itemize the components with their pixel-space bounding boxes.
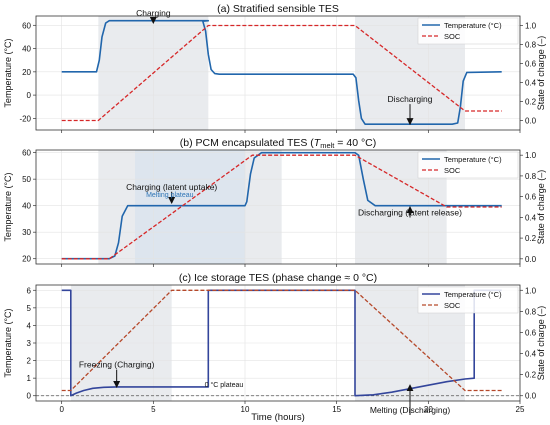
panel-c-ytick-label: 2 [27, 357, 32, 366]
panel-c-y2tick-label: 0.2 [525, 371, 537, 380]
panel-a-annotation-label: Charging [136, 8, 171, 18]
panel-a-y2tick-label: 0.0 [525, 117, 537, 126]
panel-c-series-temperature [61, 289, 502, 397]
panel-c-y2tick-label: 0.0 [525, 392, 537, 401]
panel-c-title: (c) Ice storage TES (phase change ≈ 0 °C… [179, 272, 377, 284]
panel-b-title-head: (b) PCM encapsulated TES ( [180, 137, 315, 149]
panel-b-ylabel: Temperature (°C) [3, 172, 13, 241]
panel-c-y2tick-label: 0.4 [525, 350, 537, 359]
panel-c-ytick-label: 6 [27, 286, 32, 295]
panel-b-ylabel2: State of charge (–) [536, 170, 546, 245]
panel-a-y2tick-label: 1.0 [525, 22, 537, 31]
panel-b-y2tick-label: 1.0 [525, 151, 537, 160]
panel-c-annotation-label: Freezing (Charging) [79, 360, 155, 370]
panel-b-annotation-label: Discharging (latent release) [358, 208, 462, 218]
panel-c-legend: Temperature (°C) SOC [417, 286, 519, 314]
panel-b-ytick-label: 20 [22, 255, 31, 264]
panel-b-legend: Temperature (°C) SOC [417, 151, 519, 179]
panel-b-y2tick-label: 0.0 [525, 255, 537, 264]
panel-a-ytick-label: 0 [27, 91, 32, 100]
panel-c-series-soc [61, 289, 502, 392]
panel-a-legend-soc: SOC [444, 32, 461, 41]
panel-c-xtick-label: 20 [424, 405, 433, 414]
panel-b-title-tail: = 40 °C) [334, 137, 376, 149]
panel-c-frame [35, 284, 521, 402]
panel-c-ylabel2: State of charge (–) [536, 306, 546, 381]
panel-b-title-var: T [314, 137, 322, 149]
panel-a-legend-box [417, 17, 519, 45]
panel-c-ytick-label: 0 [27, 392, 32, 401]
panel-b-series-temperature [61, 151, 502, 260]
panel-b-title: (b) PCM encapsulated TES (Tmelt = 40 °C) [180, 137, 376, 150]
panel-c-xtick-label: 10 [241, 405, 250, 414]
panel-c-plateau-label: 0 °C plateau [205, 381, 244, 389]
panel-b-title-sub: melt [320, 141, 335, 150]
panel-b-y2tick-label: 0.8 [525, 172, 537, 181]
panel-a-legend: Temperature (°C) SOC [417, 17, 519, 45]
panel-b-annotation-label: Charging (latent uptake) [126, 182, 217, 192]
panel-c-xtick-label: 25 [516, 405, 525, 414]
panel-b-ytick-label: 60 [22, 149, 31, 158]
panel-c-ytick-label: 5 [27, 304, 32, 313]
panel-a-ylabel: Temperature (°C) [3, 38, 13, 107]
panel-b-ytick-label: 30 [22, 228, 31, 237]
panel-a-ytick-label: -20 [19, 114, 31, 123]
panel-a-legend-temperature: Temperature (°C) [444, 21, 502, 30]
panel-c-y2tick-label: 0.6 [525, 328, 537, 337]
panel-c-xtick-label: 0 [59, 405, 64, 414]
panel-b-legend-soc: SOC [444, 166, 461, 175]
panel-a-y2tick-label: 0.4 [525, 79, 537, 88]
panel-b-ytick-label: 40 [22, 202, 31, 211]
panel-c-ytick-label: 3 [27, 339, 32, 348]
panel-c-legend-temperature: Temperature (°C) [444, 290, 502, 299]
panel-c-xtick-label: 15 [332, 405, 341, 414]
panel-a-title: (a) Stratified sensible TES [217, 3, 339, 15]
panel-c-y2tick-label: 0.8 [525, 307, 537, 316]
panel-b-series-soc [61, 154, 502, 260]
panel-b-ytick-label: 50 [22, 175, 31, 184]
panel-b-melting-region [135, 150, 245, 264]
panel-a-frame [35, 15, 521, 131]
panel-c-xtick-label: 5 [151, 405, 156, 414]
panel-a: (a) Stratified sensible TES Temperature … [3, 3, 546, 133]
panel-b-legend-temperature: Temperature (°C) [444, 155, 502, 164]
panel-a-ytick-label: 60 [22, 21, 31, 30]
panel-a-ylabel2: State of charge (–) [536, 36, 546, 111]
panel-a-annotation-label: Discharging [388, 94, 433, 104]
panel-c: (c) Ice storage TES (phase change ≈ 0 °C… [3, 272, 546, 423]
panel-c-legend-soc: SOC [444, 301, 461, 310]
panel-a-y2tick-label: 0.2 [525, 98, 537, 107]
panel-a-y2tick-label: 0.6 [525, 60, 537, 69]
panel-b-y2tick-label: 0.4 [525, 213, 537, 222]
panel-b: (b) PCM encapsulated TES (Tmelt = 40 °C)… [3, 137, 546, 267]
panel-c-annotation-label: Melting (Discharging) [370, 405, 450, 415]
panel-c-y2tick-label: 1.0 [525, 286, 537, 295]
panel-a-ytick-label: 40 [22, 45, 31, 54]
panel-a-series-soc [61, 24, 502, 122]
panel-b-frame [35, 149, 521, 265]
x-axis-label: Time (hours) [251, 412, 305, 423]
panel-c-ytick-label: 1 [27, 374, 32, 383]
panel-a-y2tick-label: 0.8 [525, 41, 537, 50]
panel-a-series-temperature [61, 19, 502, 125]
panel-c-legend-box [417, 286, 519, 314]
panel-c-ylabel: Temperature (°C) [3, 308, 13, 377]
panel-a-ytick-label: 20 [22, 68, 31, 77]
panel-b-plateau-label: Melting plateau [146, 192, 194, 199]
panel-b-legend-box [417, 151, 519, 179]
panel-b-y2tick-label: 0.2 [525, 234, 537, 243]
panel-b-y2tick-label: 0.6 [525, 193, 537, 202]
panel-c-ytick-label: 4 [27, 321, 32, 330]
